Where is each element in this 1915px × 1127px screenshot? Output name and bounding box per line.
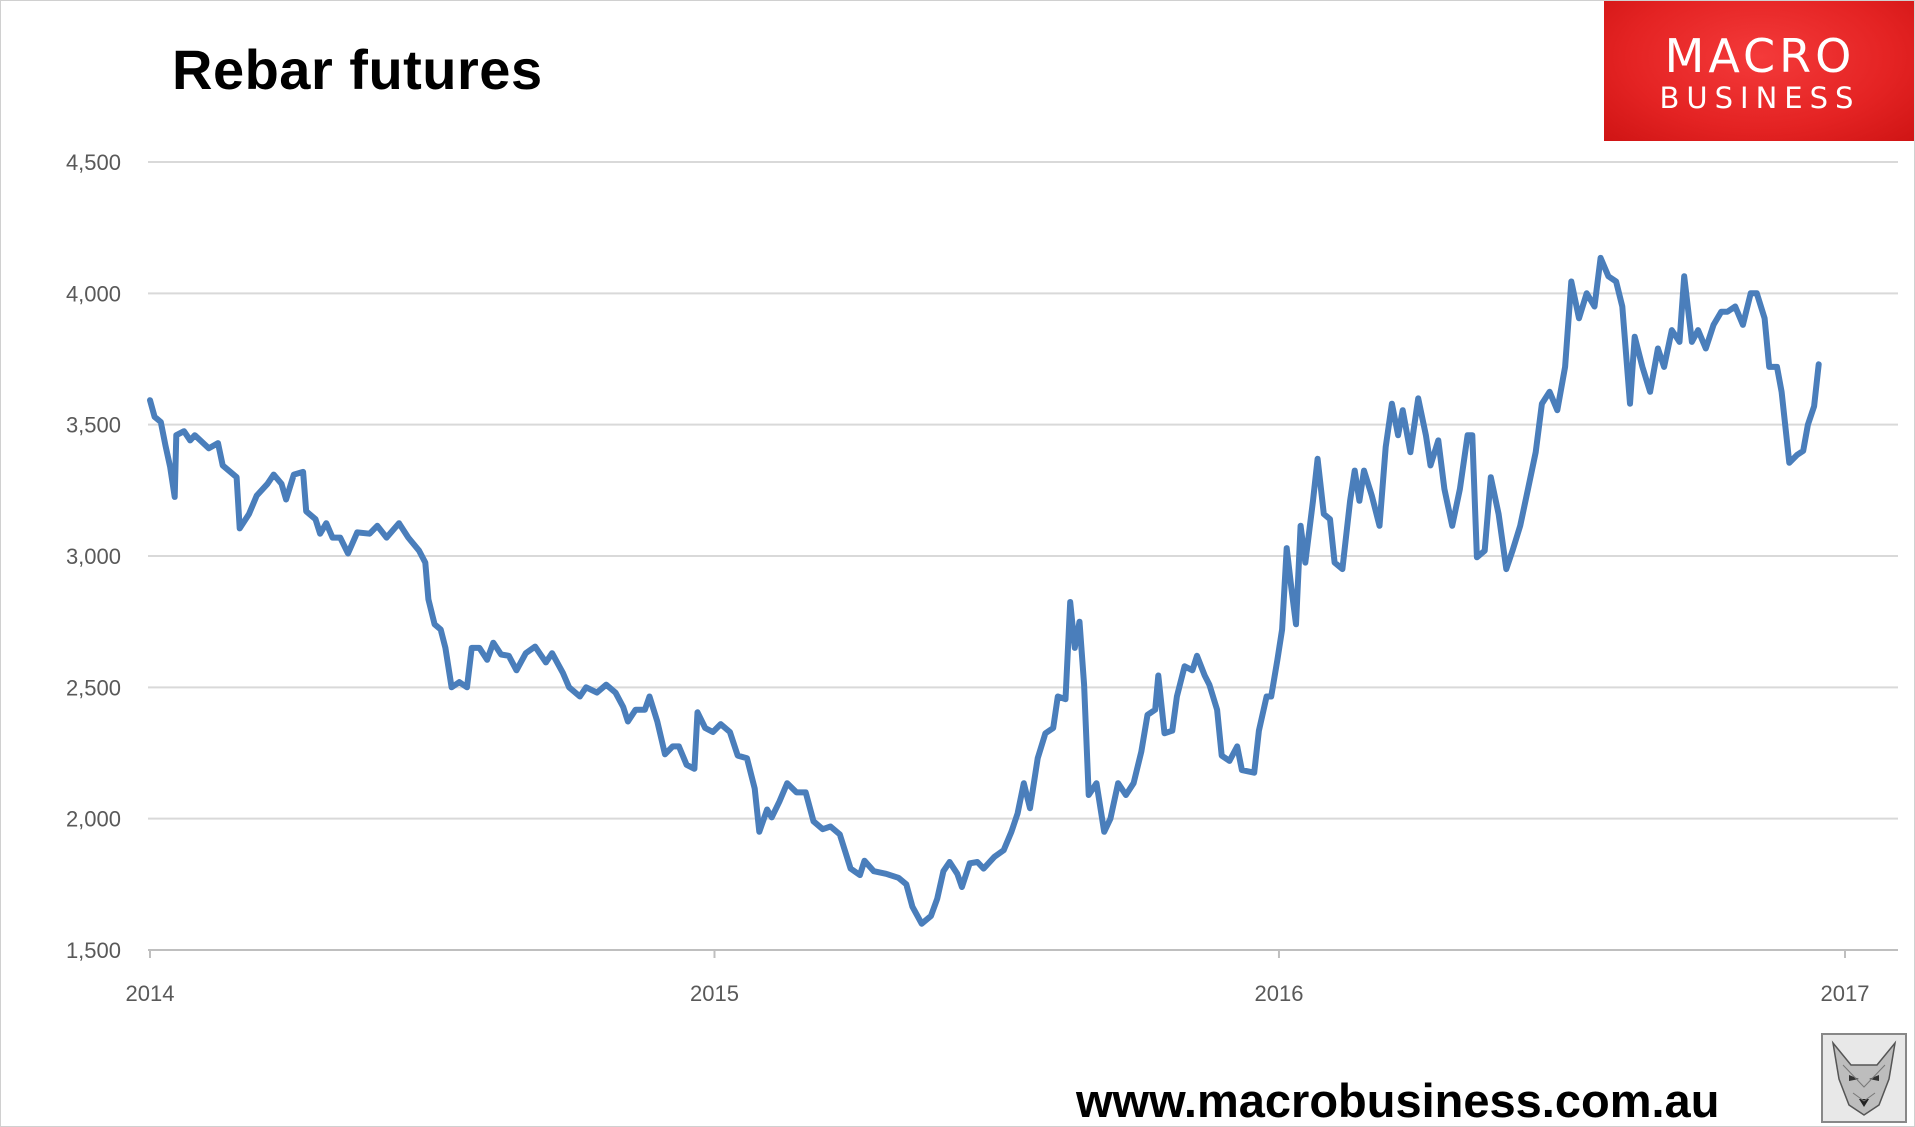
- chart-title: Rebar futures: [172, 38, 543, 101]
- logo-line-2: BUSINESS: [1659, 81, 1861, 115]
- y-tick-label: 3,000: [66, 544, 121, 569]
- y-tick-label: 4,000: [66, 281, 121, 306]
- x-axis-ticks: 2014 2015 2016 2017: [126, 950, 1870, 1006]
- y-tick-label: 1,500: [66, 938, 121, 963]
- macrobusiness-logo: MACRO BUSINESS: [1604, 1, 1914, 141]
- logo-line-1: MACRO: [1664, 29, 1856, 83]
- gridlines: [148, 161, 1898, 951]
- website-url: www.macrobusiness.com.au: [1076, 1074, 1720, 1127]
- wolf-icon: [1831, 1040, 1897, 1116]
- y-axis-ticks: 1,500 2,000 2,500 3,000 3,500 4,000 4,500: [66, 150, 121, 963]
- series-line-rebar: [147, 254, 1822, 927]
- wolf-image: [1821, 1033, 1907, 1123]
- x-tick-label: 2014: [126, 981, 175, 1006]
- x-tick-label: 2017: [1821, 981, 1870, 1006]
- x-tick-label: 2016: [1254, 981, 1303, 1006]
- x-tick-label: 2015: [690, 981, 739, 1006]
- y-tick-label: 2,000: [66, 807, 121, 832]
- y-tick-label: 3,500: [66, 413, 121, 438]
- y-tick-label: 4,500: [66, 150, 121, 175]
- y-tick-label: 2,500: [66, 675, 121, 700]
